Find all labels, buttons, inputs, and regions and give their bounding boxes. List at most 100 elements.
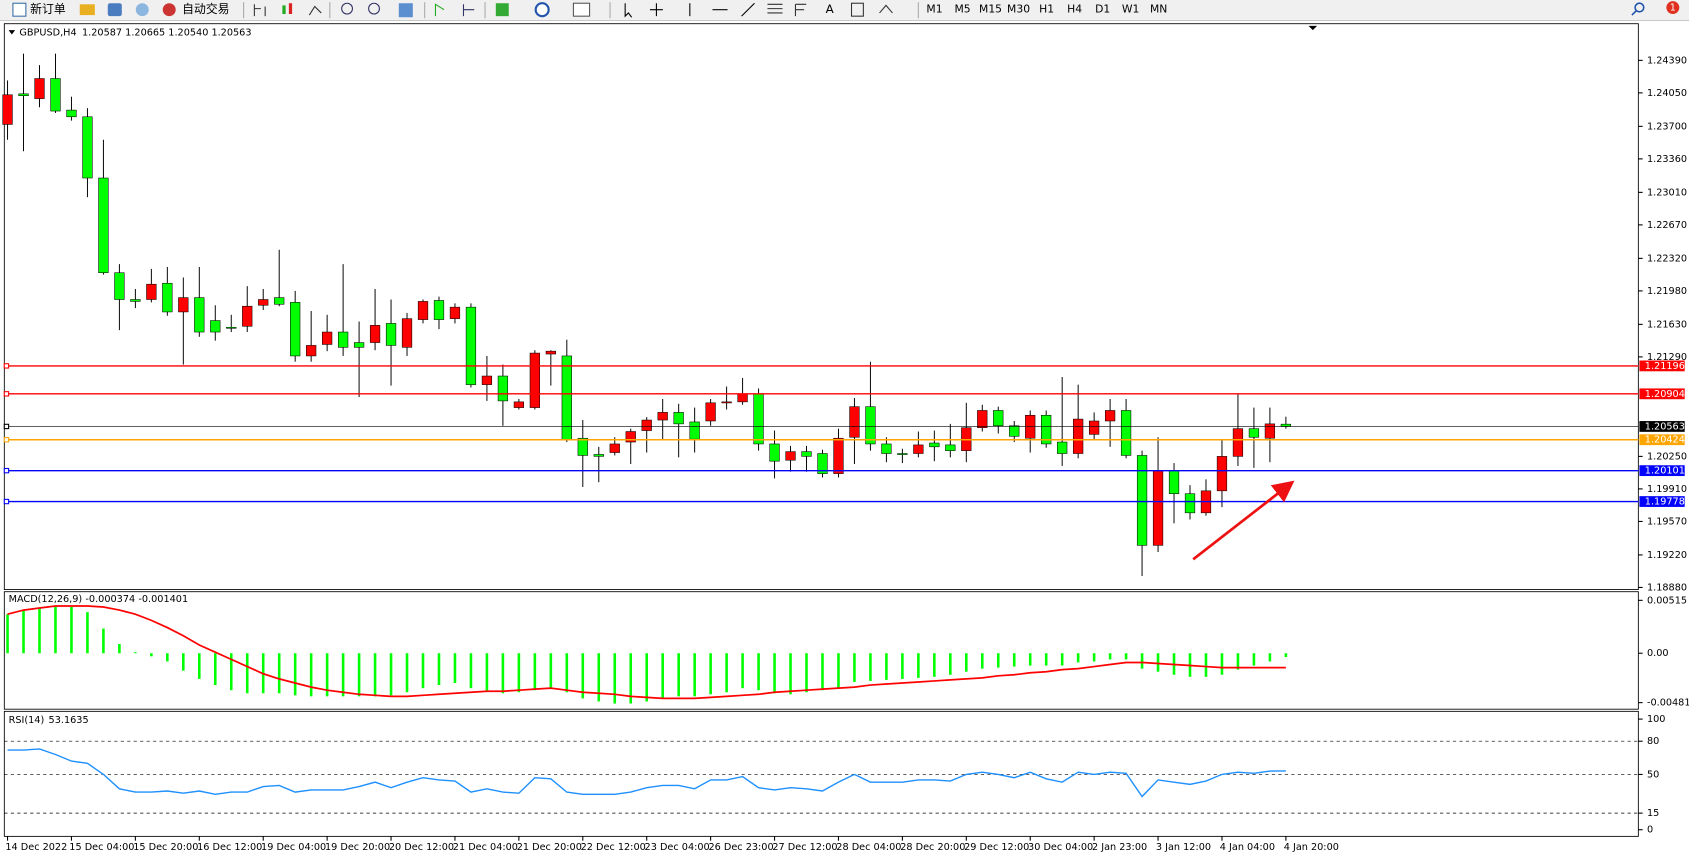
icon[interactable]	[253, 4, 266, 17]
icon[interactable]	[624, 3, 633, 18]
icon[interactable]	[572, 2, 591, 17]
candle-body	[689, 421, 700, 440]
y-tick-label: 1.22670	[1647, 220, 1687, 231]
icon[interactable]	[282, 5, 286, 15]
line-handle[interactable]	[3, 391, 10, 397]
candle-body	[561, 355, 572, 441]
line-handle[interactable]	[3, 437, 10, 443]
timeframe-button[interactable]: M15	[979, 3, 1002, 16]
chart-shift-marker[interactable]	[1308, 25, 1318, 31]
icon[interactable]	[879, 4, 893, 14]
candle-body	[1041, 414, 1052, 445]
candle-body	[881, 443, 892, 454]
price-label: 1.19778	[1645, 497, 1685, 508]
candle-body	[865, 406, 876, 445]
icon	[162, 3, 176, 17]
search-icon[interactable]	[1634, 2, 1645, 13]
y-tick-label: 1.23700	[1647, 121, 1687, 132]
y-tick-label: 1.19220	[1647, 550, 1687, 561]
notification-count: 1	[1670, 3, 1676, 14]
rsi-panel	[3, 710, 1639, 837]
price-label-bg	[1639, 360, 1685, 372]
price-label-bg	[1639, 434, 1685, 446]
candle-body	[34, 78, 45, 99]
icon[interactable]	[462, 4, 475, 17]
toolbar: 新订单 自动交易 A M1 M5 M15 M	[0, 0, 1689, 22]
candle-body	[1009, 425, 1020, 437]
icon[interactable]	[767, 3, 783, 14]
candle-body	[385, 323, 397, 346]
candle-body	[1184, 493, 1196, 514]
candle-body	[993, 410, 1004, 427]
icon[interactable]	[649, 3, 663, 17]
candle-body	[98, 177, 109, 273]
ohlc-info: 1.20587 1.20665 1.20540 1.20563	[82, 27, 251, 38]
x-tick-label: 4 Jan 04:00	[1220, 842, 1275, 853]
candle-body	[178, 297, 189, 313]
x-tick-label: 26 Dec 23:00	[708, 842, 773, 853]
candle-body	[114, 272, 125, 300]
icon[interactable]	[534, 2, 550, 18]
rsi-line	[7, 748, 1286, 798]
y-tick-label: 1.18880	[1647, 582, 1687, 593]
candle-body	[1073, 418, 1084, 454]
x-tick-label: 27 Dec 12:00	[772, 842, 837, 853]
x-tick-label: 3 Jan 12:00	[1156, 842, 1211, 853]
icon[interactable]	[434, 3, 445, 17]
candle-body	[1152, 470, 1164, 546]
icon[interactable]	[741, 2, 755, 17]
icon[interactable]	[308, 5, 322, 16]
rsi-header: RSI(14) 53.1635	[9, 715, 89, 726]
candle-body	[929, 442, 940, 448]
line-handle[interactable]	[3, 423, 10, 430]
line-handle[interactable]	[3, 467, 10, 474]
icon[interactable]	[341, 2, 353, 15]
x-tick-label: 22 Dec 12:00	[581, 842, 646, 853]
y-tick-label: 1.23360	[1647, 154, 1687, 165]
timeframe-button[interactable]: H1	[1039, 3, 1054, 16]
candle-body	[769, 443, 780, 462]
price-label: 1.20904	[1645, 389, 1685, 400]
timeframe-button[interactable]: M30	[1007, 3, 1030, 16]
icon[interactable]	[288, 3, 293, 15]
y-tick-label: 1.20250	[1647, 451, 1687, 462]
candle-body	[1248, 428, 1260, 438]
candle-body	[545, 350, 556, 355]
text-tool[interactable]: A	[826, 2, 834, 16]
new-order-button[interactable]: 新订单	[12, 2, 66, 17]
candle-body	[194, 297, 205, 333]
x-tick-label: 21 Dec 04:00	[453, 842, 518, 853]
icon[interactable]	[107, 3, 122, 17]
macd-panel	[3, 591, 1639, 710]
timeframe-button[interactable]: M5	[954, 3, 970, 16]
line-handle[interactable]	[3, 498, 10, 505]
price-label: 1.21196	[1645, 361, 1685, 372]
timeframe-button[interactable]: MN	[1150, 3, 1167, 16]
icon[interactable]	[850, 2, 864, 17]
timeframe-button[interactable]: M1	[926, 3, 942, 16]
symbol-menu-marker[interactable]	[8, 30, 16, 35]
auto-trading-button[interactable]: 自动交易	[162, 2, 230, 17]
candle-body	[306, 345, 317, 357]
icon[interactable]	[495, 3, 509, 17]
timeframe-button[interactable]: H4	[1067, 3, 1082, 16]
x-tick-label: 20 Dec 12:00	[389, 842, 454, 853]
candle-body	[226, 326, 237, 329]
icon[interactable]	[398, 3, 413, 18]
candle-body	[1280, 423, 1292, 427]
candle-body	[274, 297, 285, 305]
x-tick-label: 29 Dec 12:00	[964, 842, 1029, 853]
notification-badge[interactable]	[1666, 1, 1680, 15]
candle-body	[50, 78, 61, 112]
icon[interactable]	[135, 3, 149, 17]
search-icon[interactable]	[1631, 10, 1637, 16]
icon[interactable]	[79, 4, 95, 16]
timeframe-button[interactable]: D1	[1095, 3, 1110, 16]
candle-body	[513, 401, 524, 408]
line-handle[interactable]	[3, 363, 10, 369]
icon[interactable]	[368, 2, 380, 15]
icon[interactable]	[794, 3, 807, 17]
y-tick-label: 15	[1647, 808, 1659, 819]
timeframe-button[interactable]: W1	[1122, 3, 1140, 16]
